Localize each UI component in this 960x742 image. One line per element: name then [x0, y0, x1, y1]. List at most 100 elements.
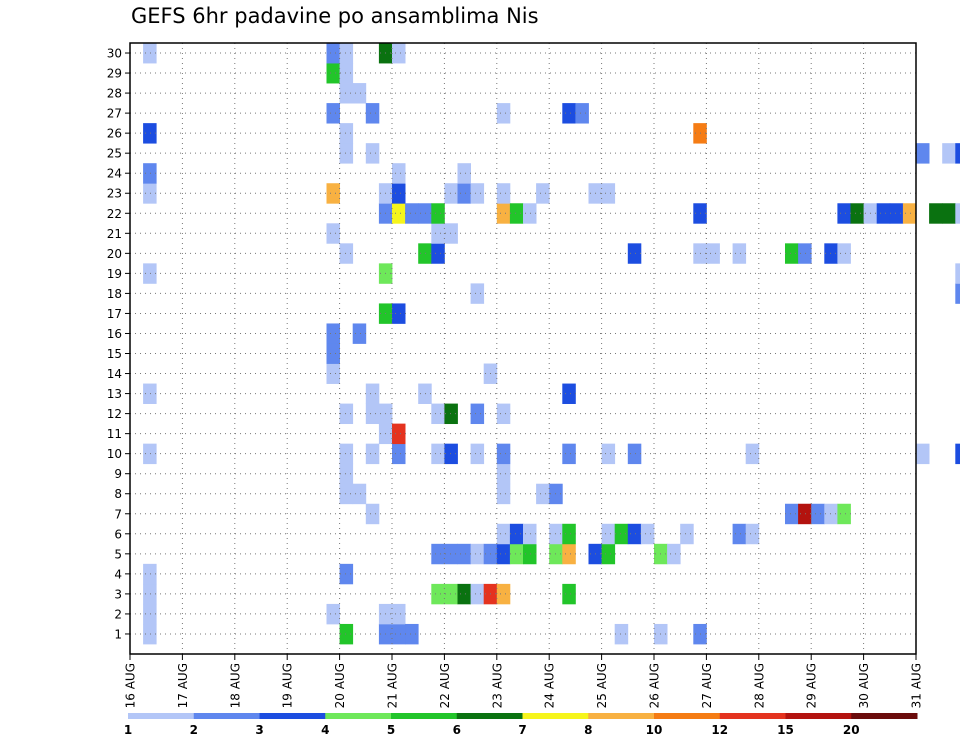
heatmap-cell	[339, 43, 354, 64]
heatmap-cell	[667, 543, 681, 565]
colorbar-swatch	[785, 713, 852, 719]
heatmap-cell	[339, 63, 354, 84]
x-tick-label: 16 AUG	[124, 663, 138, 708]
heatmap-cell	[339, 123, 354, 144]
heatmap-cell	[339, 483, 354, 505]
y-tick-label: 14	[107, 367, 122, 381]
y-tick-label: 5	[114, 547, 122, 561]
plot-frame	[129, 42, 917, 655]
heatmap-cell	[601, 523, 616, 545]
x-tick-label: 30 AUG	[857, 663, 871, 708]
y-tick-label: 2	[114, 607, 122, 621]
heatmap-cell	[575, 103, 589, 124]
colorbar-label: 2	[190, 723, 198, 737]
heatmap-cell	[942, 203, 956, 224]
heatmap-cell	[352, 323, 367, 344]
heatmap-cell	[837, 503, 851, 525]
heatmap-cell	[143, 163, 157, 184]
heatmap-cell	[143, 443, 157, 465]
y-axis: 1234567891011121314151617181920212223242…	[107, 47, 130, 641]
heatmap-cell	[143, 603, 157, 625]
heatmap-cell	[536, 183, 550, 204]
heatmap-cell	[365, 503, 380, 525]
heatmap-cell	[640, 523, 655, 545]
y-tick-label: 7	[114, 507, 122, 521]
x-tick-label: 26 AUG	[648, 663, 662, 708]
heatmap-cell	[889, 203, 904, 224]
heatmap-cell	[352, 83, 367, 104]
x-tick-label: 17 AUG	[176, 663, 190, 708]
heatmap-cell	[392, 203, 406, 224]
heatmap-cell	[326, 43, 340, 64]
x-tick-label: 22 AUG	[438, 663, 452, 708]
heatmap-cell	[706, 243, 720, 264]
colorbar-swatch	[522, 713, 589, 719]
heatmap-cell	[850, 203, 864, 224]
y-tick-label: 16	[107, 327, 122, 341]
heatmap-cell	[457, 183, 471, 204]
heatmap-cell	[444, 443, 458, 465]
heatmap-cell	[405, 623, 419, 645]
heatmap-cell	[523, 203, 537, 224]
heatmap-cell	[916, 443, 930, 465]
heatmap-cell	[392, 43, 406, 64]
heatmap-cell	[143, 563, 157, 585]
heatmap-cell	[496, 203, 511, 224]
heatmap-cell	[431, 443, 445, 465]
heatmap-cell	[339, 83, 354, 104]
grid-lines	[130, 43, 916, 654]
heatmap-cell	[614, 523, 629, 545]
y-tick-label: 30	[107, 47, 122, 61]
heatmap-cell	[902, 203, 917, 224]
y-tick-label: 20	[107, 247, 122, 261]
heatmap-cell	[470, 443, 485, 465]
colorbar-label: 15	[777, 723, 794, 737]
y-tick-label: 28	[107, 87, 122, 101]
heatmap-cell	[470, 403, 485, 425]
heatmap-cell	[326, 603, 340, 625]
heatmap-cell	[496, 403, 511, 425]
heatmap-cell	[444, 543, 458, 565]
x-tick-label: 24 AUG	[543, 663, 557, 708]
heatmap-cell	[955, 143, 960, 164]
colorbar-swatch	[325, 713, 392, 719]
colorbar-swatch	[456, 713, 523, 719]
heatmap-cell	[339, 563, 354, 585]
heatmap-cell	[365, 143, 380, 164]
y-tick-label: 26	[107, 127, 122, 141]
colorbar-label: 20	[843, 723, 860, 737]
y-tick-label: 27	[107, 107, 122, 121]
heatmap-cell	[392, 183, 406, 204]
x-tick-label: 21 AUG	[386, 663, 400, 708]
heatmap-cell	[431, 543, 445, 565]
heatmap-cell	[143, 123, 157, 144]
heatmap-cell	[392, 603, 406, 625]
heatmap-cell	[365, 103, 380, 124]
heatmap-cell	[745, 523, 760, 545]
heatmap-cell	[444, 583, 458, 605]
heatmap-cell	[326, 103, 340, 124]
heatmap-cell	[614, 623, 629, 645]
heatmap-cell	[143, 383, 157, 404]
colorbar-swatch	[391, 713, 458, 719]
y-tick-label: 24	[107, 167, 122, 181]
heatmap-cell	[601, 443, 616, 465]
heatmap-cell	[470, 583, 485, 605]
heatmap-cell	[916, 143, 930, 164]
heatmap-cell	[732, 523, 747, 545]
heatmap-cell	[942, 143, 956, 164]
heatmap-cell	[392, 163, 406, 184]
y-tick-label: 12	[107, 407, 122, 421]
heatmap-cell	[627, 443, 642, 465]
heatmap-cell	[392, 303, 406, 324]
x-tick-label: 18 AUG	[228, 663, 242, 708]
heatmap-cell	[431, 243, 445, 264]
colorbar-swatch	[654, 713, 721, 719]
heatmap-cell	[418, 383, 432, 404]
heatmap-cell	[457, 583, 471, 605]
heatmap-cell	[955, 203, 960, 224]
heatmap-cell	[326, 183, 340, 204]
colorbar-label: 8	[584, 723, 592, 737]
y-tick-label: 15	[107, 347, 122, 361]
